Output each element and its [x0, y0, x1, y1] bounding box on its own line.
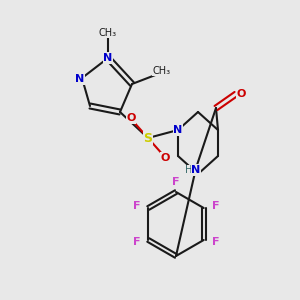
Text: O: O	[160, 153, 170, 163]
Text: F: F	[133, 201, 140, 211]
Text: O: O	[126, 113, 136, 123]
Text: N: N	[191, 165, 201, 175]
Text: N: N	[75, 74, 85, 84]
Text: N: N	[103, 53, 112, 63]
Text: F: F	[212, 237, 220, 247]
Text: CH₃: CH₃	[99, 28, 117, 38]
Text: N: N	[173, 125, 183, 135]
Text: CH₃: CH₃	[153, 66, 171, 76]
Text: O: O	[236, 89, 246, 99]
Text: S: S	[143, 131, 152, 145]
Text: H: H	[185, 165, 193, 175]
Text: F: F	[212, 201, 220, 211]
Text: F: F	[172, 177, 180, 187]
Text: F: F	[133, 237, 140, 247]
